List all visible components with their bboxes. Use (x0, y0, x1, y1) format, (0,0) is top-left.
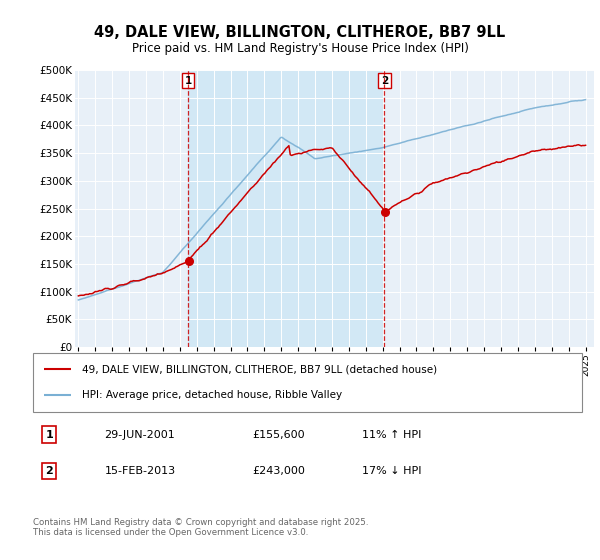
Text: 29-JUN-2001: 29-JUN-2001 (104, 430, 175, 440)
Text: Contains HM Land Registry data © Crown copyright and database right 2025.
This d: Contains HM Land Registry data © Crown c… (33, 518, 368, 538)
Text: 1: 1 (185, 76, 192, 86)
Text: 15-FEB-2013: 15-FEB-2013 (104, 466, 175, 476)
Text: 1: 1 (46, 430, 53, 440)
Text: Price paid vs. HM Land Registry's House Price Index (HPI): Price paid vs. HM Land Registry's House … (131, 42, 469, 55)
FancyBboxPatch shape (33, 353, 582, 412)
Text: 49, DALE VIEW, BILLINGTON, CLITHEROE, BB7 9LL: 49, DALE VIEW, BILLINGTON, CLITHEROE, BB… (94, 25, 506, 40)
Text: £243,000: £243,000 (253, 466, 305, 476)
Text: 11% ↑ HPI: 11% ↑ HPI (362, 430, 422, 440)
Bar (188, 70, 385, 347)
Text: 17% ↓ HPI: 17% ↓ HPI (362, 466, 422, 476)
Text: 2: 2 (381, 76, 388, 86)
Text: 49, DALE VIEW, BILLINGTON, CLITHEROE, BB7 9LL (detached house): 49, DALE VIEW, BILLINGTON, CLITHEROE, BB… (82, 364, 437, 374)
Text: £155,600: £155,600 (253, 430, 305, 440)
Text: 2: 2 (46, 466, 53, 476)
Text: HPI: Average price, detached house, Ribble Valley: HPI: Average price, detached house, Ribb… (82, 390, 343, 400)
